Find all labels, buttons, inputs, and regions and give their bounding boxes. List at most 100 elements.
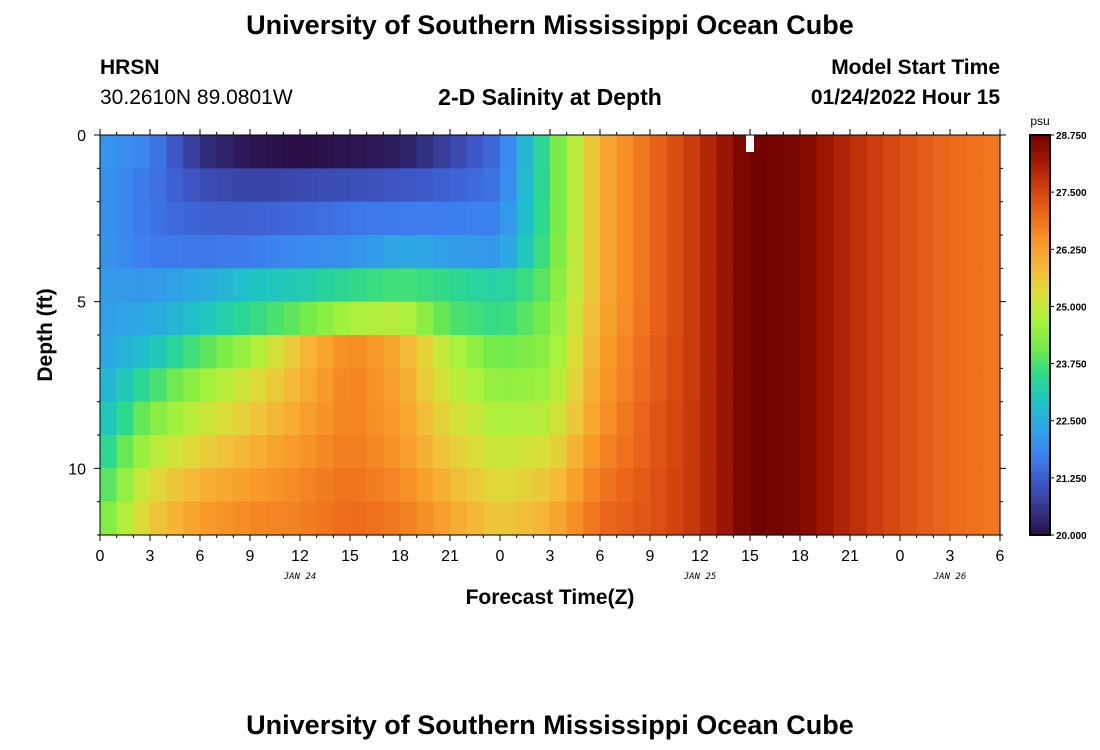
heatmap-cell (833, 235, 851, 269)
heatmap-cell (283, 335, 301, 369)
heatmap-cell (650, 135, 668, 169)
heatmap-cell (566, 168, 584, 203)
heatmap-cell (200, 335, 218, 369)
heatmap-cell (966, 468, 984, 503)
heatmap-cell (783, 401, 801, 436)
heatmap-cell (916, 201, 934, 236)
heatmap-cell (233, 201, 251, 236)
heatmap-cell (883, 335, 901, 369)
heatmap-cell (183, 435, 201, 469)
heatmap-cell (733, 468, 751, 503)
heatmap-cell (250, 268, 268, 303)
heatmap-cell (916, 135, 934, 169)
heatmap-cell (950, 201, 968, 236)
heatmap-cell (383, 268, 401, 303)
heatmap-cell (300, 401, 318, 436)
heatmap-cell (783, 468, 801, 503)
heatmap-cell (816, 135, 834, 169)
heatmap-cell (500, 268, 518, 303)
heatmap-cell (983, 368, 1001, 403)
heatmap-cell (466, 468, 484, 503)
heatmap-cell (516, 301, 534, 336)
heatmap-cell (983, 135, 1001, 169)
heatmap-cell (433, 501, 451, 536)
heatmap-cell (200, 135, 218, 169)
heatmap-cell (450, 401, 468, 436)
heatmap-cell (666, 335, 684, 369)
heatmap-cell (416, 268, 434, 303)
heatmap-cell (333, 301, 351, 336)
heatmap-cell (700, 401, 718, 436)
heatmap-cell (150, 168, 168, 203)
heatmap-cell (200, 168, 218, 203)
heatmap-cell (983, 201, 1001, 236)
heatmap-cell (550, 135, 568, 169)
heatmap-cell (500, 435, 518, 469)
heatmap-cell (550, 401, 568, 436)
heatmap-cell (266, 201, 284, 236)
heatmap-cell (950, 135, 968, 169)
heatmap-cell (266, 168, 284, 203)
heatmap-cell (183, 135, 201, 169)
heatmap-cell (716, 468, 734, 503)
heatmap-cell (983, 401, 1001, 436)
heatmap-cell (383, 401, 401, 436)
heatmap-cell (533, 301, 551, 336)
heatmap-cell (133, 435, 151, 469)
heatmap-cell (350, 468, 368, 503)
heatmap-cell (550, 268, 568, 303)
heatmap-cell (116, 168, 134, 203)
colorbar-tick-label: 25.000 (1056, 302, 1087, 313)
heatmap-cell (116, 368, 134, 403)
heatmap-cell (866, 401, 884, 436)
heatmap-cell (200, 435, 218, 469)
heatmap-cell (900, 501, 918, 536)
heatmap-cell (616, 501, 634, 536)
heatmap-cell (433, 368, 451, 403)
heatmap-cell (900, 301, 918, 336)
heatmap-cell (233, 268, 251, 303)
heatmap-cell (116, 235, 134, 269)
heatmap-cell (100, 168, 118, 203)
heatmap-cell (650, 468, 668, 503)
heatmap-cell (400, 501, 418, 536)
heatmap-cell (516, 268, 534, 303)
heatmap-cell (400, 401, 418, 436)
heatmap-cell (650, 368, 668, 403)
heatmap-cell (233, 135, 251, 169)
heatmap-cell (866, 468, 884, 503)
heatmap-cell (800, 501, 818, 536)
heatmap-cell (566, 401, 584, 436)
heatmap-cell (933, 368, 951, 403)
heatmap-cell (233, 235, 251, 269)
x-tick-label: 15 (341, 548, 359, 565)
heatmap-cell (133, 168, 151, 203)
heatmap-cell (600, 468, 618, 503)
heatmap-cell (416, 301, 434, 336)
heatmap-cell (833, 401, 851, 436)
heatmap-cell (550, 435, 568, 469)
heatmap-cell (766, 135, 784, 169)
heatmap-cell (550, 201, 568, 236)
heatmap-cell (866, 435, 884, 469)
heatmap-cell (950, 168, 968, 203)
heatmap-cell (550, 501, 568, 536)
heatmap-cell (533, 335, 551, 369)
heatmap-cell (616, 301, 634, 336)
heatmap-cell (866, 168, 884, 203)
heatmap-cell (316, 501, 334, 536)
x-tick-label: 6 (196, 548, 205, 565)
heatmap-cell (783, 335, 801, 369)
heatmap-cell (666, 301, 684, 336)
heatmap-cell (666, 168, 684, 203)
heatmap-cell (700, 135, 718, 169)
heatmap-cell (400, 335, 418, 369)
heatmap-cell (333, 201, 351, 236)
heatmap-cell (250, 368, 268, 403)
heatmap-cell (533, 401, 551, 436)
heatmap-cell (450, 135, 468, 169)
heatmap-cell (250, 401, 268, 436)
heatmap-cell (500, 501, 518, 536)
heatmap-cell (983, 301, 1001, 336)
